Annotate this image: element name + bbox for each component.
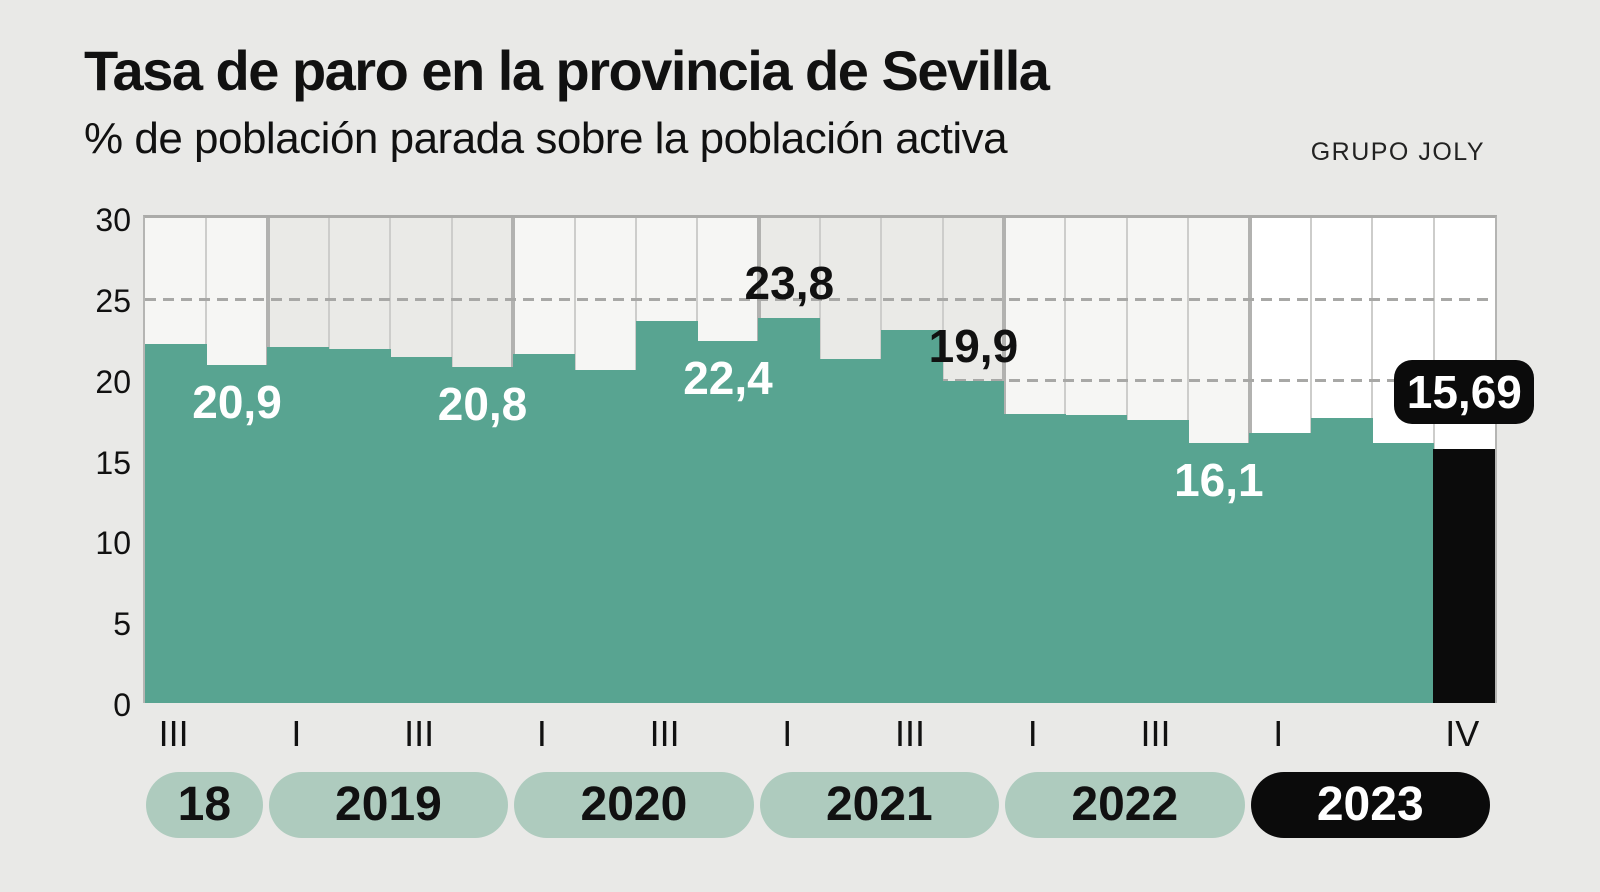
chart-plot-area: 20,9 20,8 22,4 23,8 19,9 16,1 15,69 — [143, 215, 1535, 703]
y-axis-tick-25: 25 — [95, 282, 131, 319]
bar-I-2022 — [1003, 413, 1066, 703]
x-axis-tick-4: III — [404, 713, 435, 754]
bar-III-2023 — [1371, 442, 1435, 703]
x-axis-tick-21: IV — [1445, 713, 1480, 754]
page-title: Tasa de paro en la provincia de Sevilla — [84, 39, 1050, 102]
year-pill-18: 18 — [146, 772, 263, 838]
x-axis-tick-6: I — [536, 713, 547, 754]
source-credit: GRUPO JOLY — [1310, 138, 1485, 166]
y-axis-tick-30: 30 — [95, 202, 131, 238]
x-axis-tick-8: III — [649, 713, 680, 754]
gridline-25 — [145, 297, 1495, 301]
x-axis-tick-10: I — [782, 713, 793, 754]
y-axis-tick-10: 10 — [95, 525, 131, 562]
x-axis-tick-16: III — [1140, 713, 1171, 754]
data-label: 22,4 — [683, 351, 773, 404]
year-pill-2022: 2022 — [1005, 772, 1245, 838]
year-pill-2020: 2020 — [514, 772, 754, 838]
x-axis-tick-12: III — [895, 713, 926, 754]
y-axis-tick-5: 5 — [113, 606, 131, 643]
bar-III-2022 — [1126, 420, 1189, 703]
bar-IV-2020 — [696, 340, 760, 703]
bar-IV-2023 — [1433, 449, 1496, 703]
data-label: 20,9 — [192, 376, 282, 429]
year-pill-2021: 2021 — [759, 772, 1000, 838]
bar-III-2019 — [390, 357, 453, 703]
year-pill-2019: 2019 — [268, 772, 509, 838]
bar-II-2020 — [574, 369, 637, 703]
y-axis-tick-0: 0 — [113, 687, 131, 723]
data-label: 19,9 — [928, 320, 1019, 373]
bar-III-2021 — [880, 329, 944, 703]
bar-IV-2018 — [205, 365, 269, 703]
x-axis-tick-14: I — [1027, 713, 1038, 754]
year-pill-2023: 2023 — [1250, 772, 1490, 838]
bar-IV-2022 — [1187, 442, 1250, 703]
bar-I-2021 — [758, 318, 821, 703]
bar-I-2019 — [267, 347, 330, 703]
data-label: 20,8 — [437, 377, 528, 430]
y-axis-tick-15: 15 — [95, 444, 131, 481]
y-axis-tick-20: 20 — [95, 363, 131, 400]
bar-I-2020 — [512, 353, 575, 703]
bar-IV-2019 — [451, 366, 514, 703]
bar-III-2020 — [635, 321, 698, 703]
x-axis-tick-0: III — [158, 713, 189, 754]
bar-IV-2021 — [942, 381, 1005, 703]
data-label: 23,8 — [744, 257, 835, 310]
highlight-value-pill: 15,69 — [1394, 360, 1535, 425]
page-subtitle: % de población parada sobre la población… — [84, 114, 1008, 163]
data-label: 16,1 — [1174, 453, 1264, 506]
x-axis-tick-18: I — [1273, 713, 1284, 754]
bar-III-2018 — [144, 344, 207, 703]
bar-II-2019 — [328, 348, 391, 703]
bar-II-2022 — [1065, 415, 1128, 703]
x-axis-tick-2: I — [291, 713, 302, 754]
bar-I-2023 — [1249, 433, 1312, 703]
bar-II-2021 — [819, 358, 882, 703]
bar-II-2023 — [1310, 418, 1373, 703]
